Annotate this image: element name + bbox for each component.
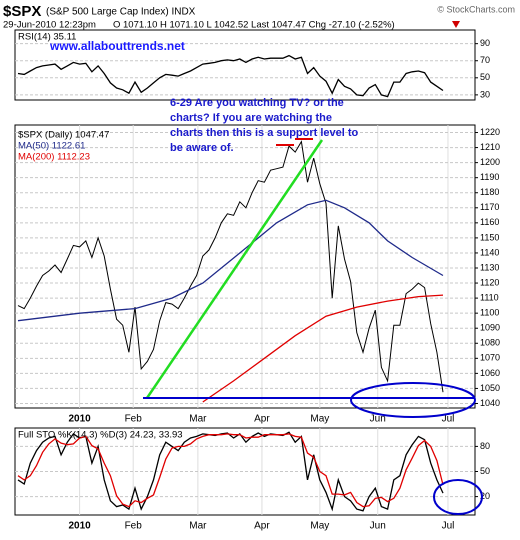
note-line: be aware of. bbox=[170, 142, 234, 154]
panel-frame bbox=[14, 29, 476, 101]
x-tick-label: 2010 bbox=[68, 521, 91, 532]
source: © StockCharts.com bbox=[437, 4, 515, 14]
plots: 30 50 70 90 RSI(14) 35.11 2010 Feb Mar Apr May Jun… bbox=[14, 29, 500, 532]
x-tick-label: Apr bbox=[254, 521, 270, 532]
x-tick-label: Jun bbox=[370, 414, 386, 425]
y-tick-label: 1200 bbox=[480, 157, 500, 167]
series-line bbox=[17, 140, 444, 393]
y-tick-label: 1080 bbox=[480, 338, 500, 348]
note-line: charts then this is a support level to bbox=[170, 127, 359, 139]
y-tick-label: 50 bbox=[480, 466, 490, 476]
legend-entry: MA(50) 1122.61 bbox=[18, 141, 85, 152]
date: 29-Jun-2010 12:23pm bbox=[3, 20, 96, 31]
x-tick-label: Feb bbox=[125, 414, 143, 425]
y-tick-label: 1050 bbox=[480, 383, 500, 393]
quote: O 1071.10 H 1071.10 L 1042.52 Last 1047.… bbox=[113, 20, 395, 31]
y-tick-label: 30 bbox=[480, 89, 490, 99]
x-tick-label: Feb bbox=[125, 521, 143, 532]
y-tick-label: 1190 bbox=[480, 172, 499, 182]
y-tick-label: 1150 bbox=[480, 232, 499, 242]
y-tick-label: 1160 bbox=[480, 217, 499, 227]
y-tick-label: 1060 bbox=[480, 368, 500, 378]
x-tick-label: Jul bbox=[442, 414, 455, 425]
y-tick-label: 1090 bbox=[480, 323, 500, 333]
panel-frame bbox=[14, 124, 476, 409]
y-tick-label: 90 bbox=[480, 38, 490, 48]
x-tick-label: 2010 bbox=[68, 414, 91, 425]
y-tick-label: 70 bbox=[480, 55, 490, 65]
panel-title: RSI(14) 35.11 bbox=[18, 32, 76, 43]
x-tick-label: May bbox=[310, 414, 329, 425]
trend-line bbox=[145, 139, 324, 399]
highlight-ellipse bbox=[433, 479, 483, 515]
y-tick-label: 1120 bbox=[480, 277, 499, 287]
legend-entry: $SPX (Daily) 1047.47 bbox=[18, 130, 109, 141]
y-tick-label: 1210 bbox=[480, 142, 500, 152]
note-line: charts? If you are watching the bbox=[170, 112, 332, 124]
x-tick-label: Mar bbox=[189, 414, 207, 425]
x-tick-label: Jun bbox=[370, 521, 386, 532]
down-arrow bbox=[452, 21, 460, 28]
y-tick-label: 1170 bbox=[480, 202, 499, 212]
panel-title: Full STO %K(14,3) %D(3) 24.23, 33.93 bbox=[18, 430, 183, 441]
x-tick-label: Mar bbox=[189, 521, 207, 532]
series-line bbox=[17, 431, 444, 512]
x-tick-label: Apr bbox=[254, 414, 270, 425]
symbol: $SPX bbox=[3, 3, 41, 20]
y-tick-label: 1140 bbox=[480, 247, 499, 257]
x-tick-label: Jul bbox=[442, 521, 455, 532]
series-line bbox=[17, 433, 444, 508]
y-tick-label: 50 bbox=[480, 72, 490, 82]
series-line bbox=[17, 54, 444, 98]
y-tick-label: 1100 bbox=[480, 308, 499, 318]
series-line bbox=[17, 199, 444, 322]
highlight-ellipse bbox=[350, 382, 476, 418]
y-tick-label: 1220 bbox=[480, 127, 500, 137]
note: 6-29 Are you watching TV? or the charts?… bbox=[170, 97, 359, 154]
symbol-name: (S&P 500 Large Cap Index) INDX bbox=[46, 7, 196, 18]
y-tick-label: 1070 bbox=[480, 353, 500, 363]
x-tick-label: May bbox=[310, 521, 329, 532]
y-tick-label: 1040 bbox=[480, 398, 500, 408]
y-tick-label: 1110 bbox=[480, 292, 499, 302]
watermark: www.allabouttrends.net bbox=[49, 39, 185, 53]
y-tick-label: 1180 bbox=[480, 187, 499, 197]
series-line bbox=[202, 294, 444, 403]
y-tick-label: 1130 bbox=[480, 262, 499, 272]
legend-entry: MA(200) 1112.23 bbox=[18, 152, 90, 163]
note-line: 6-29 Are you watching TV? or the bbox=[170, 97, 344, 109]
y-tick-label: 80 bbox=[480, 441, 490, 451]
y-tick-label: 20 bbox=[480, 491, 490, 501]
